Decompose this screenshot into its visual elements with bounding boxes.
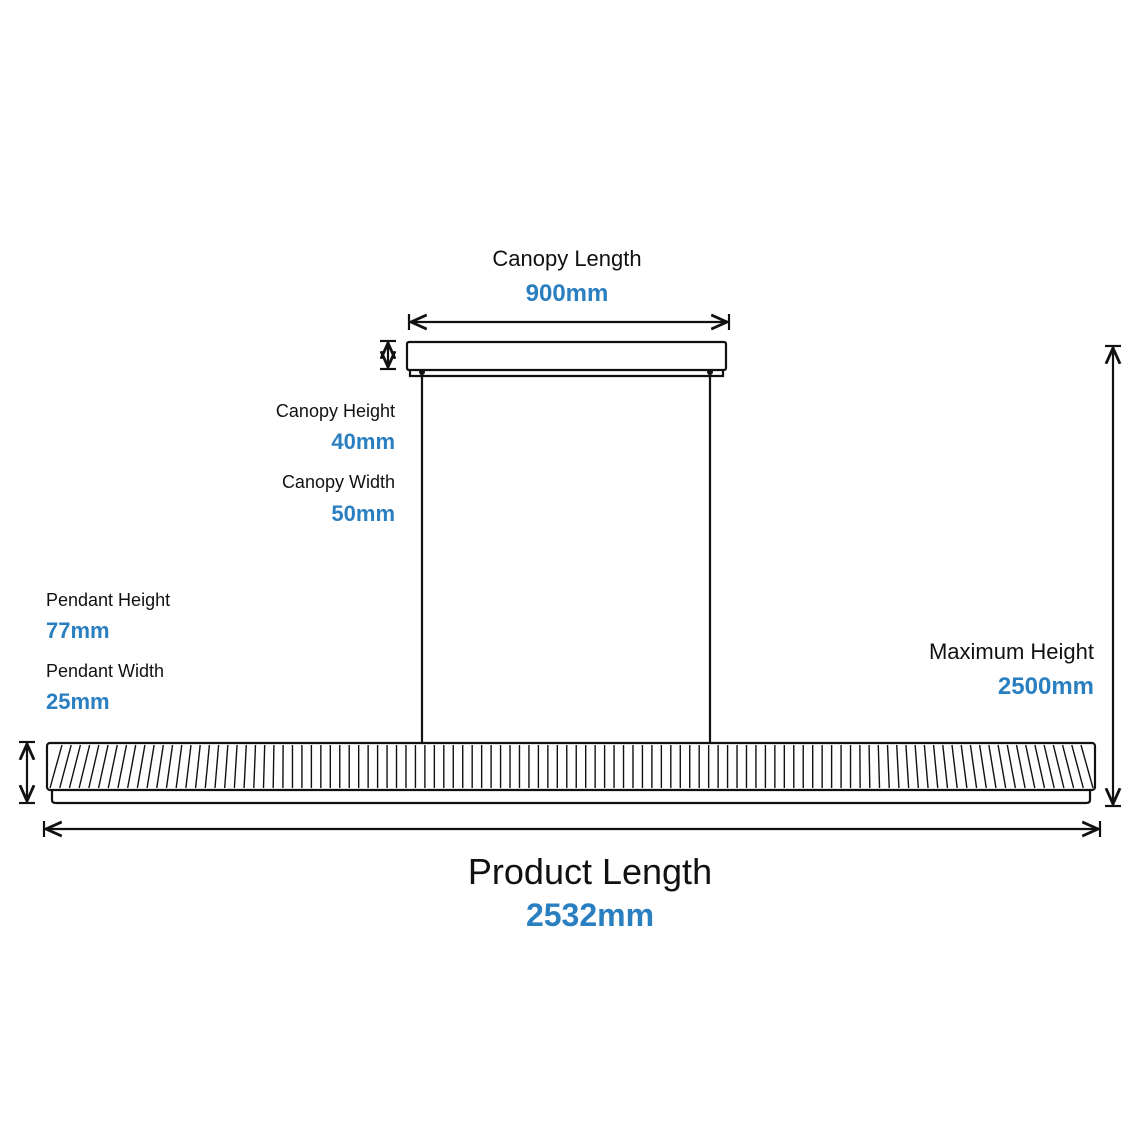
label: Product Length: [468, 851, 712, 892]
value: 50mm: [331, 501, 395, 526]
slat: [923, 744, 929, 789]
label: Pendant Height: [46, 590, 170, 610]
canopy: [405, 340, 728, 378]
slat: [1006, 744, 1017, 789]
slat: [1061, 744, 1075, 789]
slat: [932, 744, 939, 789]
slat: [877, 744, 881, 789]
value: 40mm: [331, 429, 395, 454]
value: 2500mm: [998, 673, 1094, 700]
value: 25mm: [46, 689, 110, 714]
slat: [969, 744, 978, 789]
slat: [126, 744, 137, 789]
slat: [868, 744, 871, 789]
slat: [1015, 744, 1026, 789]
slat: [1043, 744, 1055, 789]
slat: [97, 744, 109, 789]
value: 900mm: [526, 280, 609, 307]
slat: [175, 744, 183, 789]
slat: [59, 744, 72, 789]
slat: [978, 744, 987, 789]
slat: [272, 744, 275, 789]
value: 77mm: [46, 618, 110, 643]
slat: [156, 744, 165, 789]
slat: [146, 744, 155, 789]
wires: [420, 374, 712, 743]
slat: [997, 744, 1007, 789]
slat: [68, 744, 82, 789]
slat: [905, 744, 910, 789]
label: Canopy Height: [276, 401, 395, 421]
dimension-arrows: [19, 314, 1121, 837]
slat: [185, 744, 192, 789]
slat: [165, 744, 174, 789]
slat: [988, 744, 997, 789]
slat: [233, 744, 238, 789]
slat: [194, 744, 201, 789]
slat: [243, 744, 247, 789]
slat: [214, 744, 220, 789]
slat: [253, 744, 257, 789]
slat: [1080, 744, 1094, 789]
slat: [1071, 744, 1084, 789]
label: Maximum Height: [929, 639, 1094, 664]
slat: [942, 744, 949, 789]
slat: [1052, 744, 1065, 789]
slat: [886, 744, 890, 789]
slat: [896, 744, 900, 789]
slat: [951, 744, 958, 789]
slat: [223, 744, 229, 789]
slat: [78, 744, 91, 789]
label: Canopy Width: [282, 472, 395, 492]
slat: [914, 744, 920, 789]
slat: [107, 744, 118, 789]
slat: [262, 744, 266, 789]
slat: [117, 744, 128, 789]
label: Canopy Length: [492, 246, 641, 271]
slat: [49, 744, 63, 789]
slat: [960, 744, 968, 789]
slat: [1025, 744, 1036, 789]
value: 2532mm: [526, 897, 654, 933]
slat: [204, 744, 211, 789]
slat: [1034, 744, 1046, 789]
pendant: [45, 741, 1097, 805]
slat: [136, 744, 146, 789]
label: Pendant Width: [46, 661, 164, 681]
slat: [88, 744, 100, 789]
